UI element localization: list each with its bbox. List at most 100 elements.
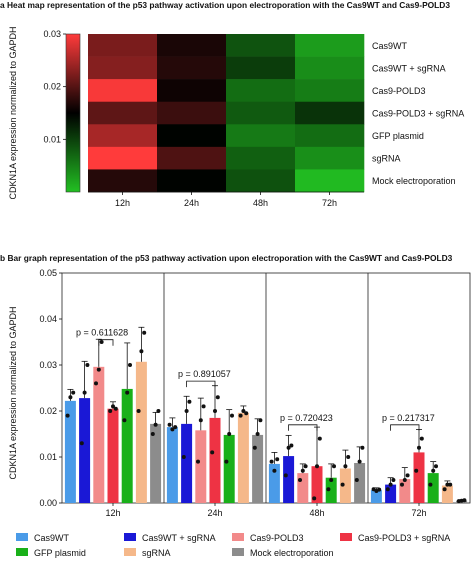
heatmap-cell xyxy=(295,124,365,148)
p-value-label: p = 0.611628 xyxy=(76,328,128,338)
data-point xyxy=(173,425,178,430)
data-point xyxy=(184,409,189,413)
legend-label: Cas9WT + sgRNA xyxy=(142,533,216,543)
bar xyxy=(427,473,439,503)
data-point xyxy=(65,413,70,418)
data-point xyxy=(385,487,390,492)
heatmap-cell xyxy=(157,56,227,80)
bar xyxy=(64,400,76,503)
significance-bracket xyxy=(186,380,216,388)
data-point xyxy=(150,432,155,436)
data-point xyxy=(224,459,229,464)
data-point xyxy=(400,482,404,487)
heatmap-cell xyxy=(157,169,227,193)
data-point xyxy=(405,473,410,478)
data-point xyxy=(346,455,351,459)
heatmap-cell xyxy=(88,146,158,170)
data-point xyxy=(303,464,308,469)
bar-x-tick-label: 24h xyxy=(207,508,222,518)
heatmap-y-label: CDKN1A expression normalized to GAPDH xyxy=(8,26,18,199)
bar xyxy=(252,434,264,503)
heatmap-cell xyxy=(226,34,296,57)
data-point xyxy=(329,478,334,482)
bar xyxy=(283,456,295,503)
bar xyxy=(79,398,91,503)
data-point xyxy=(213,409,217,413)
colorbar xyxy=(65,33,81,193)
data-point xyxy=(167,422,172,427)
data-point xyxy=(94,381,98,386)
data-point xyxy=(332,464,336,469)
bar xyxy=(325,477,337,503)
data-point xyxy=(227,432,232,436)
legend-swatch xyxy=(232,533,244,541)
data-point xyxy=(289,443,294,448)
data-point xyxy=(377,487,382,492)
bar xyxy=(385,484,397,503)
data-point xyxy=(215,395,220,400)
data-point xyxy=(85,363,90,367)
data-point xyxy=(122,418,127,423)
data-point xyxy=(111,404,115,409)
data-point xyxy=(196,459,200,464)
heatmap-cell xyxy=(295,146,365,170)
data-point xyxy=(210,450,215,455)
data-point xyxy=(357,459,362,464)
data-point xyxy=(428,482,433,487)
data-point xyxy=(300,468,305,473)
bar-y-tick-label: 0.01 xyxy=(39,452,57,462)
bar-y-tick-label: 0.03 xyxy=(39,360,57,370)
colorbar-tick-label: 0.02 xyxy=(43,82,61,92)
heatmap-cell xyxy=(157,79,227,103)
data-point xyxy=(82,390,87,395)
data-point xyxy=(153,422,158,427)
data-point xyxy=(68,395,73,400)
bar-x-tick-label: 12h xyxy=(105,508,120,518)
heatmap-cell xyxy=(88,124,158,148)
data-point xyxy=(431,468,436,473)
data-point xyxy=(448,482,453,487)
data-point xyxy=(343,464,348,469)
legend-swatch xyxy=(16,548,28,556)
heatmap-row-label: GFP plasmid xyxy=(372,131,424,141)
bar xyxy=(297,473,309,503)
data-point xyxy=(283,473,288,478)
data-point xyxy=(139,349,144,354)
panel-a-title: a Heat map representation of the p53 pat… xyxy=(0,0,451,10)
heatmap-cell xyxy=(157,34,227,57)
heatmap-row-label: Mock electroporation xyxy=(372,176,456,186)
data-point xyxy=(238,413,243,418)
data-point xyxy=(414,468,419,473)
data-point xyxy=(402,478,407,482)
legend-label: Mock electroporation xyxy=(250,548,334,558)
legend-swatch xyxy=(124,533,136,541)
legend-label: sgRNA xyxy=(142,548,171,558)
data-point xyxy=(258,418,263,423)
bar xyxy=(311,466,323,503)
bar-y-tick-label: 0.05 xyxy=(39,268,57,278)
data-point xyxy=(462,498,467,503)
data-point xyxy=(230,413,234,418)
data-point xyxy=(142,330,147,335)
p-value-label: p = 0.891057 xyxy=(178,369,231,379)
heatmap-cell xyxy=(88,169,158,193)
bar xyxy=(237,412,249,503)
data-point xyxy=(156,409,161,413)
heatmap-cell xyxy=(295,56,365,80)
data-point xyxy=(326,487,331,492)
significance-bracket xyxy=(390,424,420,431)
colorbar-tick-label: 0.01 xyxy=(43,134,61,144)
data-point xyxy=(417,445,421,450)
legend-swatch xyxy=(124,548,136,556)
bar xyxy=(370,490,382,503)
significance-bracket xyxy=(288,424,318,431)
bar xyxy=(339,468,351,503)
legend-label: Cas9-POLD3 + sgRNA xyxy=(358,533,450,543)
data-point xyxy=(71,390,76,395)
heatmap-row-label: Cas9-POLD3 + sgRNA xyxy=(372,109,464,119)
significance-bracket xyxy=(98,339,114,346)
data-point xyxy=(434,464,438,469)
data-point xyxy=(255,432,260,436)
legend-swatch xyxy=(232,548,244,556)
